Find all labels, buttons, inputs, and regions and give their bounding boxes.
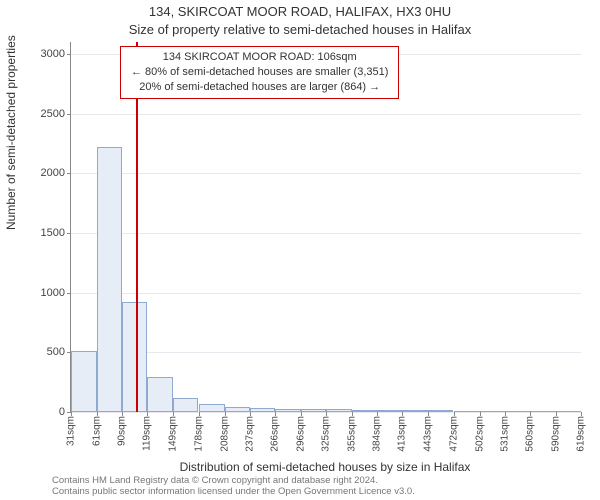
gridline — [71, 293, 581, 294]
y-axis-label: Number of semi-detached properties — [4, 35, 18, 230]
xtick-label: 531sqm — [499, 416, 510, 452]
histogram-bar — [173, 398, 198, 412]
ytick-mark — [67, 173, 71, 174]
ytick-mark — [67, 114, 71, 115]
histogram-bar — [402, 410, 428, 412]
xtick-label: 149sqm — [168, 416, 179, 452]
histogram-bar — [97, 147, 122, 412]
xtick-label: 619sqm — [576, 416, 587, 452]
histogram-bar — [454, 411, 480, 412]
gridline — [71, 352, 581, 353]
xtick-label: 61sqm — [92, 416, 103, 446]
xtick-label: 325sqm — [321, 416, 332, 452]
gridline — [71, 114, 581, 115]
histogram-bar — [505, 411, 530, 412]
footer-line-2: Contains public sector information licen… — [52, 487, 415, 498]
histogram-bar — [225, 407, 250, 412]
info-line-larger: 20% of semi-detached houses are larger (… — [131, 80, 388, 95]
histogram-bar — [326, 409, 352, 412]
xtick-label: 413sqm — [397, 416, 408, 452]
xtick-label: 296sqm — [295, 416, 306, 452]
histogram-bar — [556, 411, 581, 412]
histogram-bar — [480, 411, 505, 412]
ytick-label: 500 — [5, 346, 65, 358]
ytick-label: 2500 — [5, 108, 65, 120]
xtick-label: 560sqm — [524, 416, 535, 452]
histogram-bar — [301, 409, 326, 412]
histogram-bar — [428, 410, 453, 412]
xtick-label: 178sqm — [193, 416, 204, 452]
histogram-bar — [377, 410, 402, 412]
gridline — [71, 173, 581, 174]
ytick-mark — [67, 233, 71, 234]
histogram-bar — [147, 377, 173, 412]
histogram-bar — [71, 351, 97, 412]
ytick-label: 2000 — [5, 167, 65, 179]
xtick-label: 472sqm — [448, 416, 459, 452]
xtick-label: 266sqm — [269, 416, 280, 452]
ytick-label: 3000 — [5, 48, 65, 60]
property-size-chart: 134, SKIRCOAT MOOR ROAD, HALIFAX, HX3 0H… — [0, 0, 600, 500]
xtick-label: 90sqm — [117, 416, 128, 446]
xtick-label: 355sqm — [347, 416, 358, 452]
chart-title-subtitle: Size of property relative to semi-detach… — [0, 22, 600, 37]
ytick-label: 0 — [5, 406, 65, 418]
ytick-label: 1000 — [5, 287, 65, 299]
chart-footer: Contains HM Land Registry data © Crown c… — [52, 476, 415, 498]
histogram-bar — [199, 404, 225, 412]
chart-title-address: 134, SKIRCOAT MOOR ROAD, HALIFAX, HX3 0H… — [0, 4, 600, 19]
xtick-label: 443sqm — [423, 416, 434, 452]
histogram-bar — [352, 410, 377, 412]
info-line-smaller: ← 80% of semi-detached houses are smalle… — [131, 65, 388, 80]
property-info-box: 134 SKIRCOAT MOOR ROAD: 106sqm ← 80% of … — [120, 46, 399, 99]
ytick-mark — [67, 293, 71, 294]
xtick-label: 119sqm — [142, 416, 153, 451]
xtick-label: 502sqm — [474, 416, 485, 452]
xtick-label: 590sqm — [550, 416, 561, 452]
histogram-bar — [122, 302, 147, 412]
xtick-label: 237sqm — [244, 416, 255, 452]
xtick-label: 31sqm — [66, 416, 77, 446]
xtick-label: 208sqm — [219, 416, 230, 452]
histogram-bar — [275, 409, 301, 412]
ytick-label: 1500 — [5, 227, 65, 239]
gridline — [71, 233, 581, 234]
xtick-label: 384sqm — [372, 416, 383, 452]
histogram-bar — [530, 411, 556, 412]
info-line-size: 134 SKIRCOAT MOOR ROAD: 106sqm — [131, 50, 388, 65]
histogram-bar — [250, 408, 275, 412]
ytick-mark — [67, 54, 71, 55]
x-axis-label: Distribution of semi-detached houses by … — [70, 460, 580, 474]
